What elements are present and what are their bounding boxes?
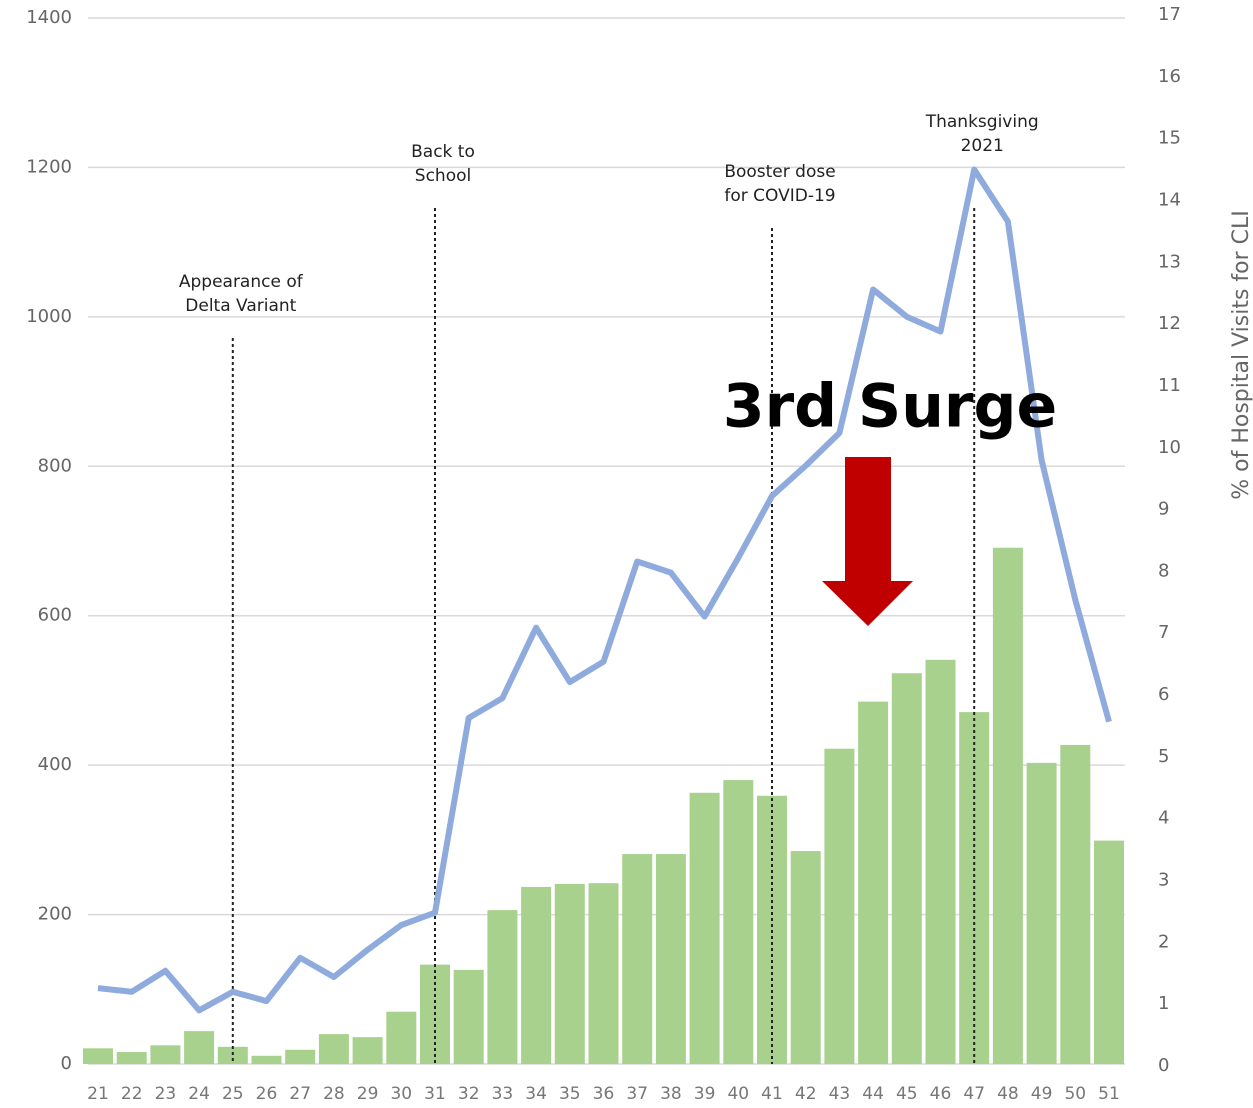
y-tick-label: 200 [38, 904, 72, 925]
annotation-label: Back to [411, 142, 475, 162]
x-tick-label: 50 [1064, 1084, 1086, 1104]
annotation-label: Delta Variant [185, 296, 296, 316]
y-tick-label: 1000 [26, 306, 72, 327]
annotation-label: Thanksgiving [925, 112, 1039, 132]
x-tick-label: 22 [121, 1084, 143, 1104]
x-tick-label: 29 [357, 1084, 379, 1104]
y2-tick-label: 11 [1158, 375, 1181, 396]
bar [925, 659, 956, 1064]
bar [1026, 762, 1057, 1064]
bar [723, 780, 754, 1064]
bar [858, 701, 889, 1064]
x-tick-label: 26 [256, 1084, 278, 1104]
y-tick-label: 800 [38, 455, 72, 476]
bar [790, 851, 821, 1064]
x-tick-label: 21 [87, 1084, 109, 1104]
y2-tick-label: 10 [1158, 437, 1181, 458]
bar [83, 1048, 113, 1064]
bar [352, 1037, 383, 1064]
bar [285, 1049, 316, 1064]
x-tick-label: 23 [155, 1084, 177, 1104]
annotation-label: Booster dose [724, 162, 835, 182]
bar [453, 969, 484, 1064]
x-tick-label: 25 [222, 1084, 244, 1104]
bar [487, 910, 518, 1064]
y2-tick-label: 15 [1158, 128, 1181, 149]
x-tick-label: 51 [1098, 1084, 1120, 1104]
x-tick-label: 44 [862, 1084, 884, 1104]
annotation-label: School [415, 166, 471, 186]
y2-tick-label: 14 [1158, 189, 1181, 210]
x-tick-label: 41 [761, 1084, 783, 1104]
x-tick-label: 27 [289, 1084, 311, 1104]
x-tick-label: 37 [626, 1084, 648, 1104]
x-tick-label: 48 [997, 1084, 1019, 1104]
x-tick-label: 30 [390, 1084, 412, 1104]
x-tick-label: 31 [424, 1084, 446, 1104]
x-tick-label: 47 [963, 1084, 985, 1104]
x-tick-label: 42 [795, 1084, 817, 1104]
x-tick-label: 46 [930, 1084, 952, 1104]
y2-tick-label: 16 [1158, 66, 1181, 87]
surge-label: 3rd Surge [723, 372, 1057, 442]
y2-tick-label: 6 [1158, 684, 1169, 705]
bar [251, 1055, 282, 1064]
y2-tick-label: 8 [1158, 560, 1169, 581]
x-tick-label: 45 [896, 1084, 918, 1104]
y2-tick-label: 4 [1158, 808, 1169, 829]
x-tick-label: 35 [559, 1084, 581, 1104]
plot: 0200400600800100012001400012345678910111… [26, 4, 1181, 1104]
y2-tick-label: 5 [1158, 746, 1169, 767]
bar [184, 1031, 215, 1064]
line [97, 166, 1112, 1014]
y2-axis-label: % of Hospital Visits for CLI [1229, 210, 1253, 500]
bar [891, 673, 922, 1064]
y2-tick-label: 0 [1158, 1055, 1169, 1076]
y2-tick-label: 7 [1158, 622, 1169, 643]
annotation-label: 2021 [961, 136, 1004, 156]
bar [521, 886, 552, 1064]
y2-tick-label: 13 [1158, 251, 1181, 272]
x-tick-label: 38 [660, 1084, 682, 1104]
x-tick-label: 28 [323, 1084, 345, 1104]
bar [1060, 744, 1091, 1064]
x-tick-label: 34 [525, 1084, 547, 1104]
y-tick-label: 1200 [26, 156, 72, 177]
y2-tick-label: 9 [1158, 499, 1169, 520]
x-tick-label: 39 [694, 1084, 716, 1104]
bar [1094, 840, 1124, 1064]
x-tick-label: 49 [1031, 1084, 1053, 1104]
y-tick-label: 600 [38, 605, 72, 626]
bar [554, 883, 585, 1064]
y2-tick-label: 2 [1158, 931, 1169, 952]
annotation-label: Appearance of [179, 272, 304, 292]
bar [116, 1052, 147, 1064]
x-tick-label: 36 [593, 1084, 615, 1104]
bar [824, 748, 855, 1064]
x-tick-label: 33 [492, 1084, 514, 1104]
y2-tick-label: 17 [1158, 4, 1181, 25]
bar [318, 1034, 349, 1064]
bar [217, 1046, 248, 1064]
x-tick-label: 32 [458, 1084, 480, 1104]
bar [622, 854, 653, 1064]
x-tick-label: 43 [829, 1084, 851, 1104]
y2-tick-label: 1 [1158, 993, 1169, 1014]
y-tick-label: 400 [38, 754, 72, 775]
bar [588, 883, 619, 1064]
surge-arrow [822, 457, 913, 626]
y-tick-label: 1400 [26, 7, 72, 28]
bar [150, 1045, 181, 1064]
annotation-label: for COVID-19 [724, 186, 835, 206]
y2-tick-label: 12 [1158, 313, 1181, 334]
x-tick-label: 24 [188, 1084, 210, 1104]
bar [992, 547, 1023, 1064]
x-tick-label: 40 [727, 1084, 749, 1104]
bar [386, 1011, 417, 1064]
y-tick-label: 0 [61, 1053, 72, 1074]
y2-tick-label: 3 [1158, 870, 1169, 891]
bar [655, 854, 686, 1064]
bar [689, 792, 720, 1064]
